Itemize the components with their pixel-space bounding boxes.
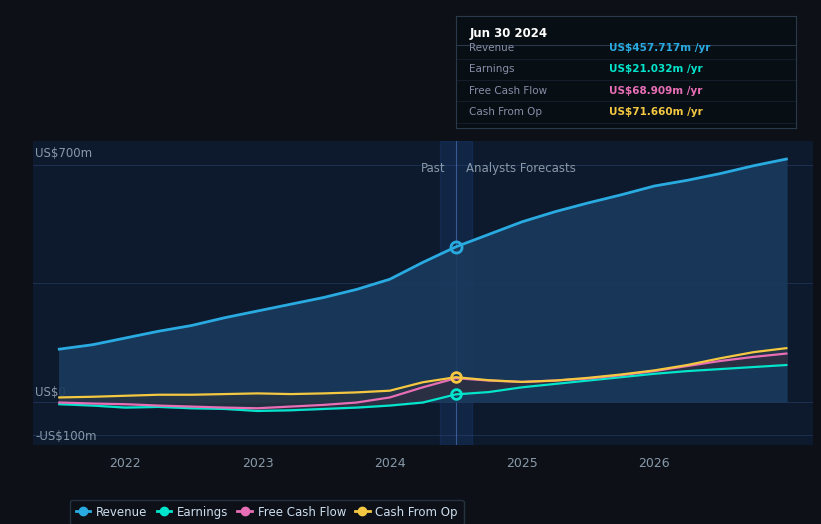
- Text: Analysts Forecasts: Analysts Forecasts: [466, 162, 576, 174]
- Text: Earnings: Earnings: [470, 64, 515, 74]
- Legend: Revenue, Earnings, Free Cash Flow, Cash From Op: Revenue, Earnings, Free Cash Flow, Cash …: [70, 500, 464, 524]
- Text: US$457.717m /yr: US$457.717m /yr: [609, 43, 710, 53]
- Text: US$21.032m /yr: US$21.032m /yr: [609, 64, 703, 74]
- Text: Cash From Op: Cash From Op: [470, 107, 543, 117]
- Text: US$68.909m /yr: US$68.909m /yr: [609, 85, 702, 95]
- Bar: [440, 141, 472, 445]
- Text: Jun 30 2024: Jun 30 2024: [470, 27, 548, 40]
- Text: -US$100m: -US$100m: [35, 430, 97, 443]
- Text: US$0: US$0: [35, 387, 67, 399]
- Text: Past: Past: [420, 162, 445, 174]
- Text: US$71.660m /yr: US$71.660m /yr: [609, 107, 703, 117]
- Text: Free Cash Flow: Free Cash Flow: [470, 85, 548, 95]
- Text: Revenue: Revenue: [470, 43, 515, 53]
- Text: US$700m: US$700m: [35, 147, 93, 160]
